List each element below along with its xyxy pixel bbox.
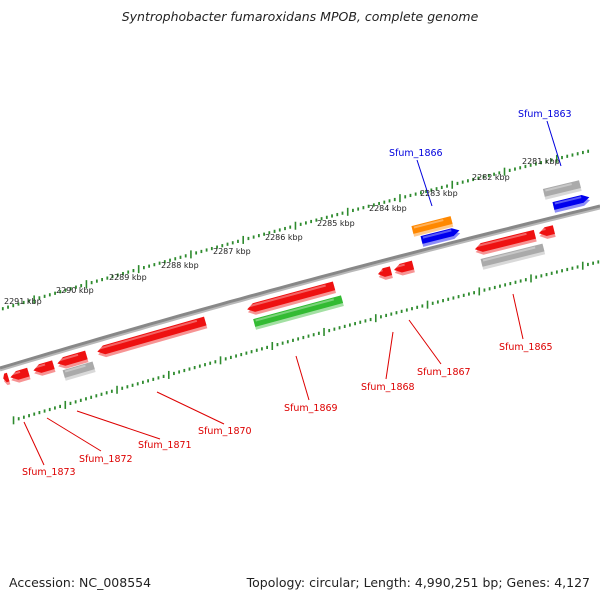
gene-label: Sfum_1873 (22, 467, 76, 478)
genome-summary-label: Topology: circular; Length: 4,990,251 bp… (246, 575, 590, 590)
ruler-label: 2281 kbp (522, 157, 560, 166)
label-leaders (23, 120, 562, 466)
gene-arrow-red (378, 266, 393, 280)
gene-label: Sfum_1863 (518, 109, 572, 120)
leader-line (385, 331, 394, 380)
backbone-shadow (0, 206, 600, 372)
gene-arrow-red (474, 229, 537, 255)
leader-line (295, 355, 310, 401)
accession-label: Accession: NC_008554 (9, 575, 152, 590)
backbone-line (0, 204, 600, 370)
leader-line (546, 120, 562, 167)
gene-arrow-red (33, 360, 56, 376)
ruler-label: 2290 kbp (56, 286, 94, 295)
genome-backbone (0, 204, 600, 372)
leader-line (156, 391, 225, 425)
ruler-label: 2288 kbp (161, 261, 199, 270)
gene-arrow-orange (411, 216, 454, 237)
ruler-label: 2291 kbp (4, 297, 42, 306)
ruler-label: 2283 kbp (420, 189, 458, 198)
gene-label: Sfum_1868 (361, 382, 415, 393)
gene-label: Sfum_1867 (417, 367, 471, 378)
ruler-labels: 2281 kbp 2282 kbp 2283 kbp 2284 kbp 2285 kbp… (4, 157, 560, 306)
gene-arrow-red (394, 260, 415, 276)
gene-label: Sfum_1872 (79, 454, 133, 465)
gene-label: Sfum_1866 (389, 148, 443, 159)
ruler-label: 2284 kbp (369, 204, 407, 213)
leader-line (512, 293, 524, 340)
leader-line (23, 421, 45, 466)
gene-arrow-red (247, 281, 336, 315)
leader-line (46, 417, 102, 452)
gene-arrow-gray (480, 243, 546, 270)
gene-labels: Sfum_1863Sfum_1865Sfum_1866Sfum_1867Sfum… (22, 109, 572, 478)
leader-line (76, 410, 161, 440)
ruler-label: 2285 kbp (317, 219, 355, 228)
ruler-ticks (1, 149, 600, 425)
gene-arrow-red (3, 372, 11, 386)
gene-arrow-blue (552, 195, 591, 213)
ruler-label: 2282 kbp (472, 173, 510, 182)
gene-arrow-gray (62, 361, 96, 381)
gene-arrow-red (97, 316, 208, 358)
leader-line (408, 319, 442, 365)
gene-arrow-red (538, 225, 556, 239)
gene-features (3, 180, 591, 386)
ruler-label: 2286 kbp (265, 233, 303, 242)
gene-label: Sfum_1870 (198, 426, 252, 437)
gene-arrow-green (253, 295, 344, 330)
gene-arrow-blue (420, 228, 461, 247)
gene-label: Sfum_1871 (138, 440, 192, 451)
gene-label: Sfum_1865 (499, 342, 553, 353)
gene-arrow-red (57, 350, 89, 369)
ruler-label: 2289 kbp (109, 273, 147, 282)
map-title: Syntrophobacter fumaroxidans MPOB, compl… (121, 9, 479, 24)
ruler-label: 2287 kbp (213, 247, 251, 256)
gene-label: Sfum_1869 (284, 403, 338, 414)
gene-arrow-gray (542, 180, 582, 200)
leader-line (416, 159, 433, 207)
gene-arrow-red (10, 367, 31, 383)
